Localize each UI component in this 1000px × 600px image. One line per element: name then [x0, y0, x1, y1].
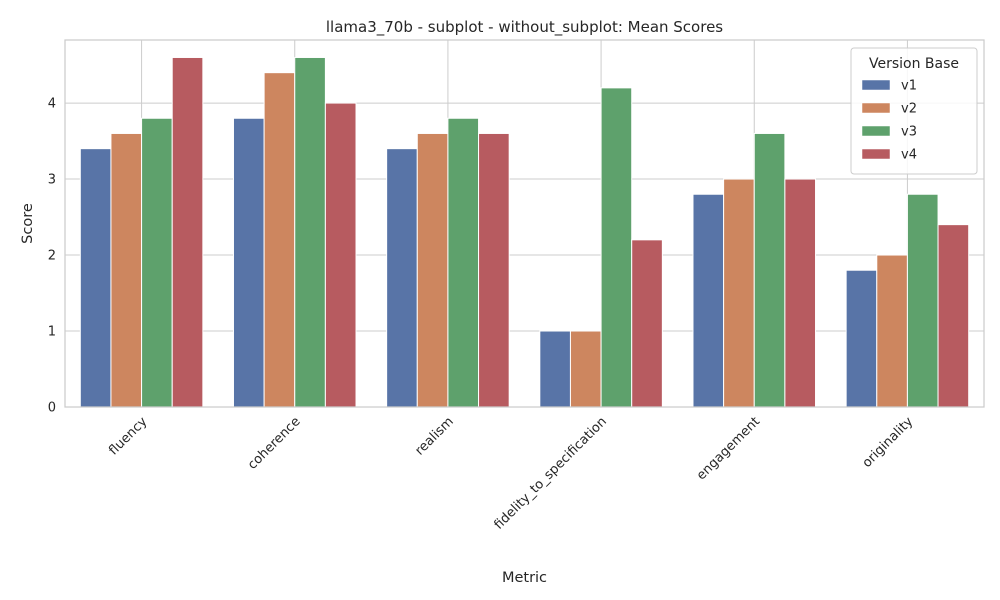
- chart-title: llama3_70b - subplot - without_subplot: …: [326, 18, 723, 37]
- legend-items: v1 v2 v3 v4: [861, 79, 917, 163]
- bar-v3-originality: [906, 193, 939, 408]
- legend-label-v4: v4: [901, 148, 917, 163]
- bar-v3-fidelity_to_specification: [600, 87, 633, 408]
- legend-swatch-v3: [861, 125, 891, 137]
- bar-v4-realism: [478, 132, 510, 408]
- legend-swatch-v1: [861, 79, 891, 91]
- bar-v2-originality: [876, 254, 908, 408]
- bar-v4-engagement: [784, 178, 817, 408]
- legend: Version Base v1 v2 v3 v4: [850, 47, 978, 175]
- bar-v1-engagement: [692, 193, 725, 408]
- plot-border: [64, 39, 985, 408]
- bar-v3-engagement: [753, 132, 786, 408]
- bar-v4-fidelity_to_specification: [631, 239, 663, 408]
- bar-v2-fidelity_to_specification: [569, 330, 602, 408]
- legend-label-v2: v2: [901, 102, 917, 117]
- bar-v3-fluency: [141, 117, 173, 408]
- bar-v3-coherence: [294, 56, 326, 408]
- legend-swatch-v2: [861, 102, 891, 114]
- plot-frame: [64, 39, 985, 408]
- y-tick-label: 3: [48, 173, 56, 188]
- bar-v1-originality: [845, 269, 878, 408]
- bar-v4-originality: [937, 224, 970, 408]
- bar-v2-coherence: [263, 72, 296, 408]
- legend-swatch-v4: [861, 148, 891, 160]
- bar-v3-realism: [447, 117, 480, 408]
- y-tick-label: 0: [48, 401, 56, 416]
- x-axis-label: Metric: [502, 570, 547, 586]
- bars: [79, 56, 970, 408]
- bar-v1-fidelity_to_specification: [539, 330, 571, 408]
- bar-v2-engagement: [723, 178, 755, 408]
- y-tick-label: 4: [48, 97, 56, 112]
- legend-box: [850, 47, 978, 175]
- bar-v1-fluency: [79, 148, 112, 408]
- bar-v4-coherence: [324, 102, 357, 408]
- y-tick-labels: 0 1 2 3 4: [48, 97, 56, 416]
- legend-label-v3: v3: [901, 125, 917, 140]
- legend-label-v1: v1: [901, 79, 917, 94]
- bar-v1-realism: [386, 148, 418, 408]
- plot-area: [65, 40, 984, 407]
- y-axis-label: Score: [20, 203, 36, 244]
- legend-title: Version Base: [869, 56, 959, 72]
- bar-v2-realism: [416, 132, 449, 408]
- bar-v4-fluency: [171, 56, 204, 408]
- bar-v1-coherence: [232, 117, 265, 408]
- y-tick-label: 2: [48, 249, 56, 264]
- bar-v2-fluency: [110, 132, 143, 408]
- y-tick-label: 1: [48, 325, 56, 340]
